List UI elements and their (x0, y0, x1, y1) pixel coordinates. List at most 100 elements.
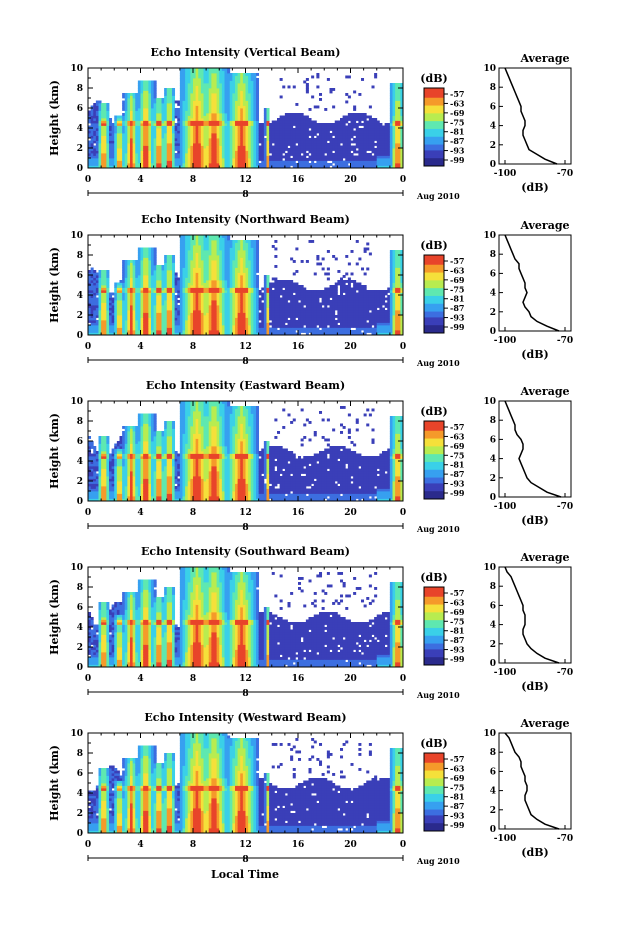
heatmap-cell (143, 108, 147, 111)
heatmap-cell (143, 80, 147, 84)
heatmap-cell (127, 110, 131, 114)
heatmap-cell (137, 280, 141, 283)
heatmap-cell (400, 138, 404, 141)
heatmap-cell (190, 70, 194, 74)
heatmap-cell (187, 98, 191, 101)
heatmap-cell (101, 120, 105, 124)
heatmap-cell (156, 120, 160, 124)
heatmap-cell (300, 145, 304, 149)
heatmap-cell (166, 95, 170, 99)
heatmap-cell (135, 165, 139, 169)
heatmap-cell (153, 315, 157, 318)
heatmap-cell (143, 140, 147, 144)
heatmap-cell (295, 135, 299, 139)
heatmap-cell (353, 165, 357, 169)
heatmap-cell (332, 138, 336, 141)
heatmap-cell (124, 265, 128, 268)
heatmap-cell (109, 302, 113, 306)
heatmap-cell (279, 150, 283, 154)
heatmap-cell (187, 282, 191, 286)
heatmap-cell (279, 123, 283, 126)
heatmap-cell (132, 300, 136, 303)
heatmap-cell (250, 125, 254, 129)
heatmap-cell (101, 297, 105, 301)
heatmap-cell (227, 150, 231, 154)
heatmap-cell (242, 128, 246, 131)
heatmap-cell (269, 150, 273, 154)
heatmap-cell (172, 100, 176, 104)
heatmap-cell (145, 255, 149, 258)
heatmap-cell (195, 83, 199, 86)
heatmap-cell (137, 290, 141, 293)
heatmap-cell (122, 160, 126, 164)
heatmap-cell (232, 120, 236, 124)
heatmap-cell (216, 85, 220, 89)
heatmap-cell (114, 153, 118, 156)
heatmap-cell (198, 165, 202, 169)
heatmap-cell (182, 118, 186, 121)
heatmap-cell (316, 105, 320, 109)
heatmap-cell (395, 155, 399, 159)
heatmap-cell (137, 115, 141, 119)
heatmap-cell (397, 143, 401, 146)
heatmap-cell (374, 138, 378, 141)
heatmap-cell (274, 150, 278, 154)
heatmap-cell (300, 158, 304, 161)
heatmap-cell (190, 290, 194, 293)
heatmap-cell (116, 290, 120, 293)
heatmap-cell (169, 133, 173, 136)
heatmap-cell (334, 163, 338, 166)
heatmap-cell (156, 265, 160, 268)
heatmap-cell (211, 68, 215, 71)
heatmap-cell (164, 135, 168, 139)
heatmap-cell (143, 287, 147, 291)
heatmap-cell (221, 120, 225, 124)
heatmap-cell (193, 280, 197, 283)
heatmap-cell (384, 155, 388, 159)
heatmap-cell (371, 148, 375, 151)
heatmap-cell (277, 135, 281, 139)
heatmap-cell (347, 128, 351, 131)
heatmap-cell (130, 307, 134, 311)
heatmap-cell (350, 125, 354, 129)
heatmap-cell (151, 255, 155, 258)
heatmap-cell (279, 143, 283, 146)
heatmap-cell (143, 330, 147, 333)
heatmap-cell (93, 332, 97, 336)
heatmap-cell (137, 110, 141, 114)
heatmap-cell (101, 310, 105, 313)
heatmap-cell (203, 290, 207, 293)
heatmap-cell (292, 153, 296, 156)
heatmap-cell (135, 277, 139, 281)
heatmap-cell (95, 307, 99, 311)
heatmap-cell (193, 292, 197, 296)
heatmap-cell (127, 153, 131, 156)
heatmap-cell (292, 145, 296, 149)
heatmap-cell (153, 110, 157, 114)
heatmap-cell (282, 165, 286, 169)
heatmap-cell (384, 143, 388, 146)
heatmap-cell (350, 113, 354, 116)
heatmap-cell (172, 330, 176, 333)
heatmap-cell (177, 108, 181, 111)
heatmap-cell (153, 125, 157, 129)
heatmap-cell (227, 105, 231, 109)
heatmap-cell (319, 133, 323, 136)
heatmap-cell (88, 332, 92, 336)
heatmap-cell (258, 140, 262, 144)
x-tick-label: 0 (400, 175, 406, 185)
heatmap-cell (148, 285, 152, 288)
heatmap-cell (187, 143, 191, 146)
heatmap-cell (387, 150, 391, 154)
heatmap-cell (235, 88, 239, 91)
heatmap-cell (137, 307, 141, 311)
heatmap-cell (200, 267, 204, 271)
heatmap-cell (358, 155, 362, 159)
heatmap-cell (363, 165, 367, 169)
heatmap-cell (106, 322, 110, 326)
heatmap-cell (203, 257, 207, 261)
heatmap-cell (106, 118, 110, 121)
heatmap-cell (190, 90, 194, 94)
heatmap-cell (145, 123, 149, 126)
heatmap-cell (195, 103, 199, 106)
